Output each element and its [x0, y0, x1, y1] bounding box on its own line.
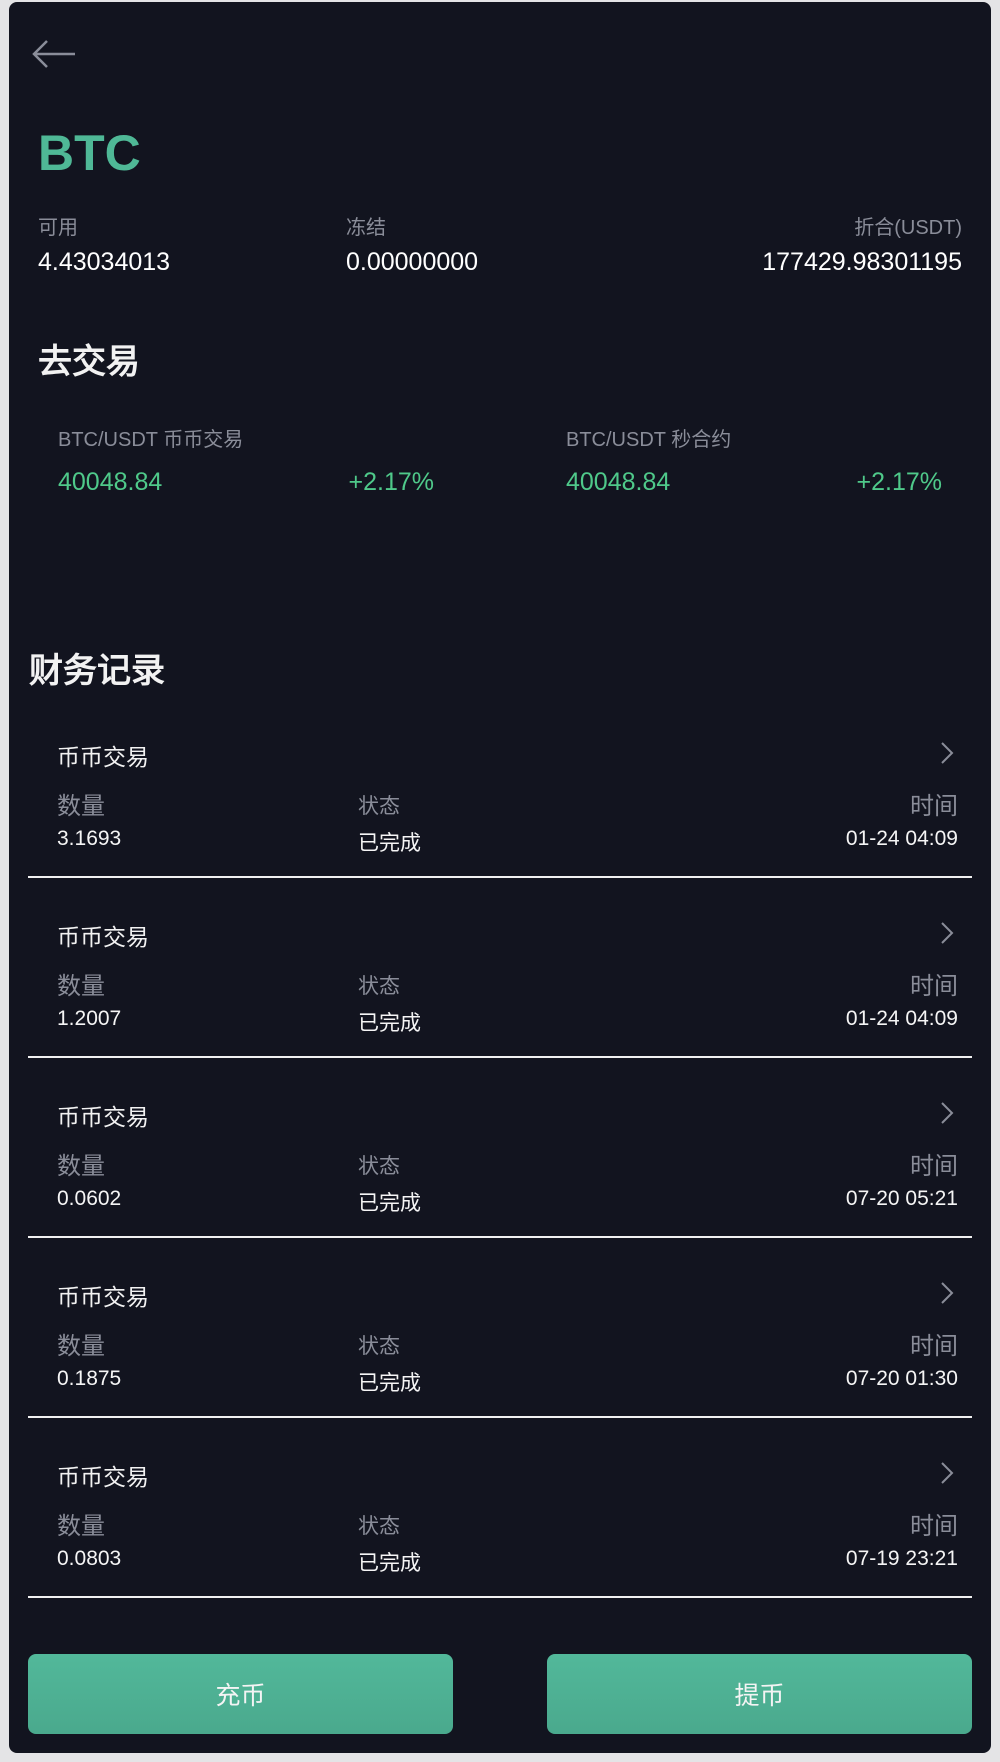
arrow-left-icon — [32, 40, 75, 68]
chevron-right-icon[interactable] — [938, 740, 956, 766]
withdraw-button[interactable]: 提币 — [547, 1654, 972, 1734]
qty-label: 数量 — [57, 973, 105, 1000]
record-divider — [28, 1596, 972, 1598]
status-value: 已完成 — [358, 1552, 421, 1575]
time-label: 时间 — [910, 1153, 958, 1180]
qty-label: 数量 — [57, 793, 105, 820]
pair-change: +2.17% — [348, 468, 435, 496]
record-row[interactable]: 币币交易 数量 状态 时间 0.0803 已完成 07-19 23:21 — [28, 1458, 981, 1638]
available-label: 可用 — [38, 217, 78, 239]
pair-price: 40048.84 — [58, 468, 163, 496]
qty-label: 数量 — [57, 1513, 105, 1540]
time-label: 时间 — [910, 793, 958, 820]
chevron-right-icon[interactable] — [938, 1280, 956, 1306]
status-label: 状态 — [358, 795, 400, 818]
qty-value: 0.0803 — [57, 1547, 122, 1570]
record-divider — [28, 1236, 972, 1238]
qty-value: 0.1875 — [57, 1367, 122, 1390]
chevron-right-icon[interactable] — [938, 920, 956, 946]
pair-change: +2.17% — [856, 468, 943, 496]
frozen-value: 0.00000000 — [346, 248, 479, 276]
qty-value: 3.1693 — [57, 827, 122, 850]
record-row[interactable]: 币币交易 数量 状态 时间 0.1875 已完成 07-20 01:30 — [28, 1278, 981, 1458]
record-type: 币币交易 — [57, 744, 149, 770]
qty-label: 数量 — [57, 1153, 105, 1180]
status-value: 已完成 — [358, 832, 421, 855]
qty-value: 1.2007 — [57, 1007, 122, 1030]
time-label: 时间 — [910, 973, 958, 1000]
time-value: 07-20 05:21 — [845, 1187, 958, 1210]
record-type: 币币交易 — [57, 1104, 149, 1130]
record-divider — [28, 876, 972, 878]
pair-label: BTC/USDT 币币交易 — [58, 429, 244, 451]
status-label: 状态 — [358, 975, 400, 998]
status-value: 已完成 — [358, 1012, 421, 1035]
trade-title: 去交易 — [38, 343, 140, 381]
record-row[interactable]: 币币交易 数量 状态 时间 0.0602 已完成 07-20 05:21 — [28, 1098, 981, 1278]
chevron-right-icon[interactable] — [938, 1100, 956, 1126]
status-value: 已完成 — [358, 1192, 421, 1215]
usdt-value: 177429.98301195 — [762, 248, 962, 276]
status-label: 状态 — [358, 1155, 400, 1178]
status-label: 状态 — [358, 1515, 400, 1538]
record-divider — [28, 1416, 972, 1418]
record-type: 币币交易 — [57, 924, 149, 950]
time-value: 07-20 01:30 — [845, 1367, 958, 1390]
available-value: 4.43034013 — [38, 248, 171, 276]
record-type: 币币交易 — [57, 1464, 149, 1490]
back-button[interactable] — [31, 38, 77, 70]
record-divider — [28, 1056, 972, 1058]
asset-detail-panel: BTC 可用 冻结 折合(USDT) 4.43034013 0.00000000… — [9, 2, 991, 1753]
usdt-label: 折合(USDT) — [854, 217, 962, 239]
time-label: 时间 — [910, 1513, 958, 1540]
pair-price: 40048.84 — [566, 468, 671, 496]
time-value: 01-24 04:09 — [845, 827, 958, 850]
status-label: 状态 — [358, 1335, 400, 1358]
frozen-label: 冻结 — [346, 217, 386, 239]
time-label: 时间 — [910, 1333, 958, 1360]
time-value: 07-19 23:21 — [845, 1547, 958, 1570]
records-title: 财务记录 — [29, 652, 165, 690]
record-type: 币币交易 — [57, 1284, 149, 1310]
record-row[interactable]: 币币交易 数量 状态 时间 1.2007 已完成 01-24 04:09 — [28, 918, 981, 1098]
pair-label: BTC/USDT 秒合约 — [566, 429, 732, 451]
deposit-button[interactable]: 充币 — [28, 1654, 453, 1734]
qty-value: 0.0602 — [57, 1187, 122, 1210]
qty-label: 数量 — [57, 1333, 105, 1360]
coin-title: BTC — [38, 125, 141, 181]
status-value: 已完成 — [358, 1372, 421, 1395]
record-row[interactable]: 币币交易 数量 状态 时间 3.1693 已完成 01-24 04:09 — [28, 738, 981, 918]
time-value: 01-24 04:09 — [845, 1007, 958, 1030]
chevron-right-icon[interactable] — [938, 1460, 956, 1486]
